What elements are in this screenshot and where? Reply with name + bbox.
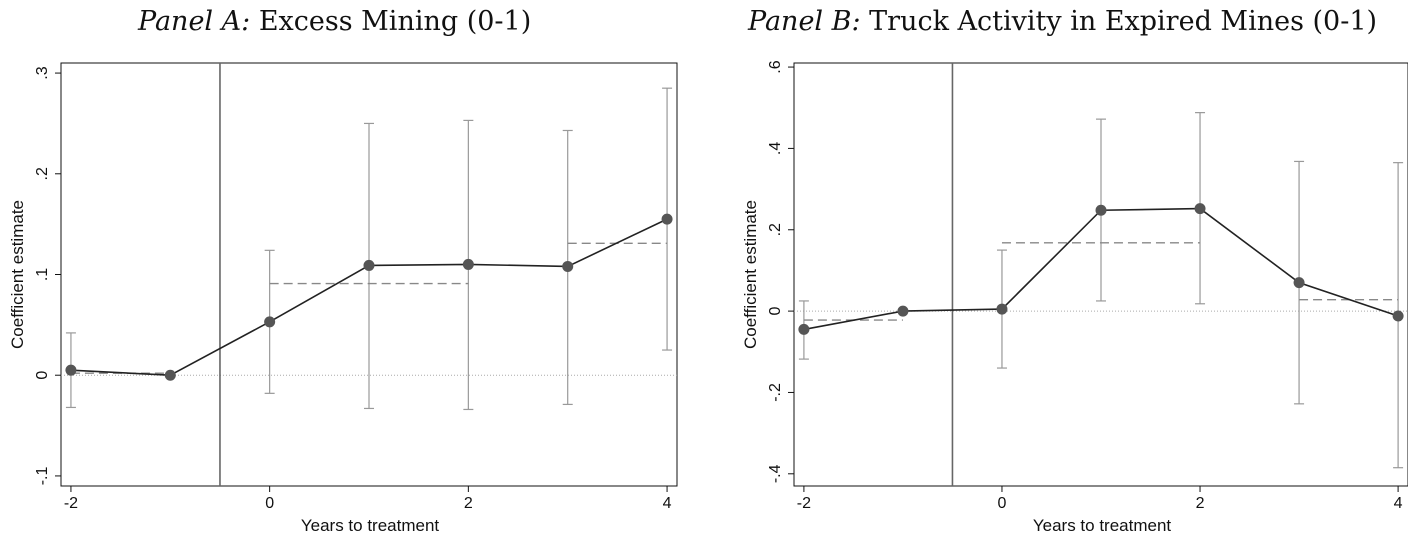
panel-b-x-tick-label: -2 (797, 495, 811, 512)
panel-b-plot: -.4 -.2 0 .2 .4 .6 -2 0 2 4 Years to treatment Coef… (741, 60, 1408, 535)
panel-a-y-tick-label: .3 (34, 66, 51, 79)
panel-b-y-tick-label: -.4 (767, 464, 784, 483)
panel-a-y-tick-label: -.1 (34, 466, 51, 485)
panel-a-x-tick-label: 0 (265, 495, 274, 512)
panel-b-x-tick-label: 0 (998, 495, 1007, 512)
panel-b-y-axis-title: Coefficient estimate (741, 200, 760, 349)
panel-b-plot-frame (793, 62, 1408, 487)
panel-b-title-text: Truck Activity in Expired Mines (0-1) (869, 6, 1378, 37)
panel-b-y-tick-label: -.2 (767, 383, 784, 402)
panel-b-title: Panel B: Truck Activity in Expired Mines… (748, 6, 1377, 37)
panel-b-x-tick-label: 4 (1394, 495, 1403, 512)
panel-a-y-tick-label: 0 (34, 371, 51, 380)
panel-b-data-point (996, 303, 1008, 315)
panel-a-data-point (562, 260, 574, 272)
panel-a-y-tick-label: .2 (34, 167, 51, 180)
panel-b-x-tick-label: 2 (1196, 495, 1205, 512)
panel-b-data-point (1293, 277, 1305, 289)
panel-a-data-point (462, 258, 474, 270)
panel-a-title-text: Excess Mining (0-1) (258, 6, 532, 37)
panel-a-data-point (363, 259, 375, 271)
panel-a-x-axis-title: Years to treatment (301, 516, 440, 535)
panel-a-x-tick-label: 2 (464, 495, 473, 512)
panel-a-x-tick-label: 4 (663, 495, 672, 512)
panel-b-data-point (798, 323, 810, 335)
panel-a-data-point (164, 369, 176, 381)
panel-a-plot: -.1 0 .1 .2 .3 -2 0 2 4 Years to treatment Coeffic… (8, 62, 678, 535)
panel-a-data-point (661, 213, 673, 225)
panel-b-label: Panel B: (748, 6, 861, 37)
panel-a-title: Panel A: Excess Mining (0-1) (138, 6, 531, 37)
panel-b-data-point (1095, 204, 1107, 216)
panel-b-y-tick-label: 0 (767, 307, 784, 316)
panel-b-y-tick-label: .2 (767, 223, 784, 236)
panel-b-data-point (1194, 203, 1206, 215)
panel-b-data-point (1392, 310, 1404, 322)
panel-b-data-point (897, 305, 909, 317)
panel-b-y-tick-label: .6 (767, 60, 784, 73)
panel-a-data-point (264, 316, 276, 328)
panel-a-y-tick-label: .1 (34, 268, 51, 281)
panel-a-x-tick-label: -2 (64, 495, 78, 512)
panel-b-y-tick-label: .4 (767, 142, 784, 155)
panel-b-x-axis-title: Years to treatment (1033, 516, 1172, 535)
panel-a-label: Panel A: (138, 6, 251, 37)
panel-a-y-axis-title: Coefficient estimate (8, 200, 27, 349)
panel-a-data-point (65, 364, 77, 376)
